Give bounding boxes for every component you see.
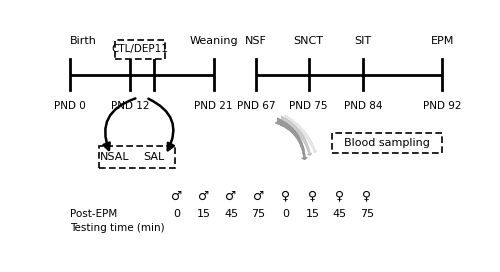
Text: Post-EPM: Post-EPM <box>70 209 117 219</box>
Text: ♀: ♀ <box>362 190 371 202</box>
Text: PND 67: PND 67 <box>237 101 276 111</box>
Text: Weaning: Weaning <box>190 36 238 46</box>
Text: SIT: SIT <box>354 36 372 46</box>
Text: Birth: Birth <box>70 36 97 46</box>
Text: ♂: ♂ <box>198 190 209 202</box>
Text: 15: 15 <box>197 209 211 219</box>
Text: PND 92: PND 92 <box>423 101 462 111</box>
Text: 0: 0 <box>174 209 180 219</box>
Text: SNCT: SNCT <box>294 36 324 46</box>
FancyBboxPatch shape <box>115 40 165 59</box>
Text: 45: 45 <box>332 209 346 219</box>
Text: CTL/DEP11: CTL/DEP11 <box>112 44 168 54</box>
Text: ♂: ♂ <box>171 190 182 202</box>
Text: 75: 75 <box>360 209 374 219</box>
Text: PND 12: PND 12 <box>111 101 150 111</box>
Text: 0: 0 <box>282 209 289 219</box>
Text: 45: 45 <box>224 209 238 219</box>
Text: PND 0: PND 0 <box>54 101 86 111</box>
FancyBboxPatch shape <box>100 146 175 168</box>
Text: SAL: SAL <box>143 152 164 162</box>
Text: ♀: ♀ <box>281 190 290 202</box>
Text: PND 21: PND 21 <box>194 101 233 111</box>
Text: NSF: NSF <box>246 36 267 46</box>
Text: ♂: ♂ <box>252 190 264 202</box>
Text: ♀: ♀ <box>335 190 344 202</box>
Text: 75: 75 <box>251 209 265 219</box>
Text: ♂: ♂ <box>226 190 236 202</box>
Text: PND 75: PND 75 <box>290 101 328 111</box>
Text: PND 84: PND 84 <box>344 101 382 111</box>
Text: ♀: ♀ <box>308 190 317 202</box>
Text: 15: 15 <box>306 209 320 219</box>
Text: Testing time (min): Testing time (min) <box>70 224 165 233</box>
Text: NSAL: NSAL <box>100 152 130 162</box>
FancyBboxPatch shape <box>332 133 442 153</box>
Text: Blood sampling: Blood sampling <box>344 138 430 148</box>
Text: EPM: EPM <box>430 36 454 46</box>
